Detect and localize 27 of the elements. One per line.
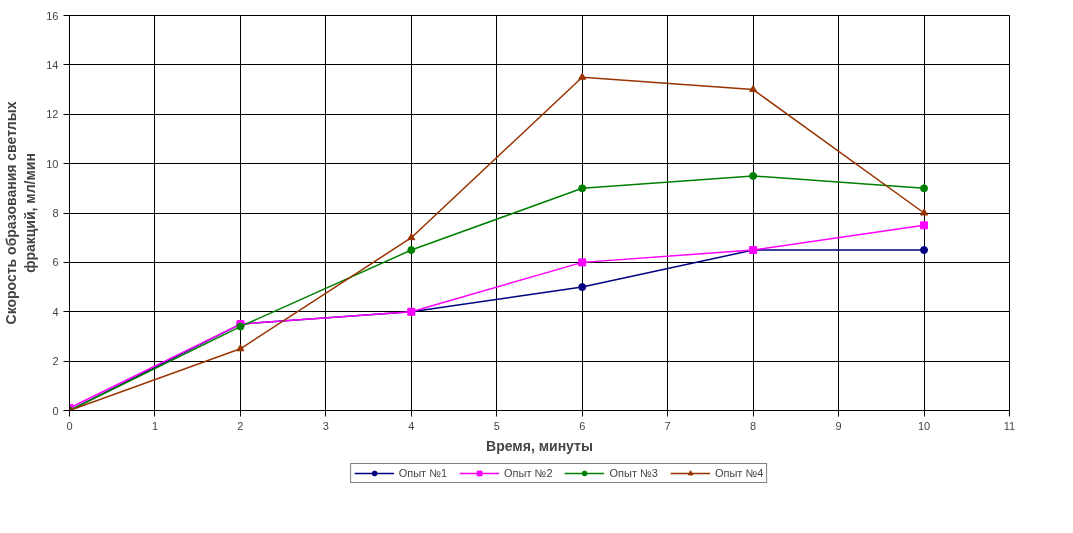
x-tick-label: 4: [408, 419, 415, 432]
y-tick-label: 0: [52, 404, 59, 417]
y-tick-label: 10: [46, 157, 59, 170]
y-tick-label: 6: [52, 256, 59, 269]
legend-label: Опыт №2: [504, 467, 553, 479]
x-tick-label: 3: [322, 419, 329, 432]
x-tick-label: 6: [579, 419, 586, 432]
x-tick-label: 10: [917, 419, 931, 432]
x-tick-label: 7: [664, 419, 671, 432]
x-tick-label: 9: [835, 419, 842, 432]
x-tick-label: 1: [151, 419, 159, 432]
legend-label: Опыт №4: [714, 467, 764, 479]
legend-label: Опыт №1: [398, 467, 448, 479]
y-tick-label: 2: [52, 355, 59, 368]
x-tick-label: 8: [750, 419, 757, 432]
x-tick-label: 0: [66, 419, 73, 432]
x-tick-label: 11: [1003, 419, 1016, 432]
y-tick-label: 16: [46, 9, 59, 22]
y-axis-title: Скорость образования светлых фракций, мл/мин: [3, 101, 39, 325]
y-tick-label: 14: [46, 58, 59, 71]
x-tick-label: 5: [493, 419, 500, 432]
y-tick-label: 12: [46, 108, 59, 121]
legend-label: Опыт №3: [609, 467, 658, 479]
y-tick-label: 4: [52, 305, 59, 318]
x-axis-title: Время, минуты: [486, 437, 593, 454]
y-tick-label: 8: [52, 207, 59, 219]
x-tick-label: 2: [237, 419, 244, 432]
